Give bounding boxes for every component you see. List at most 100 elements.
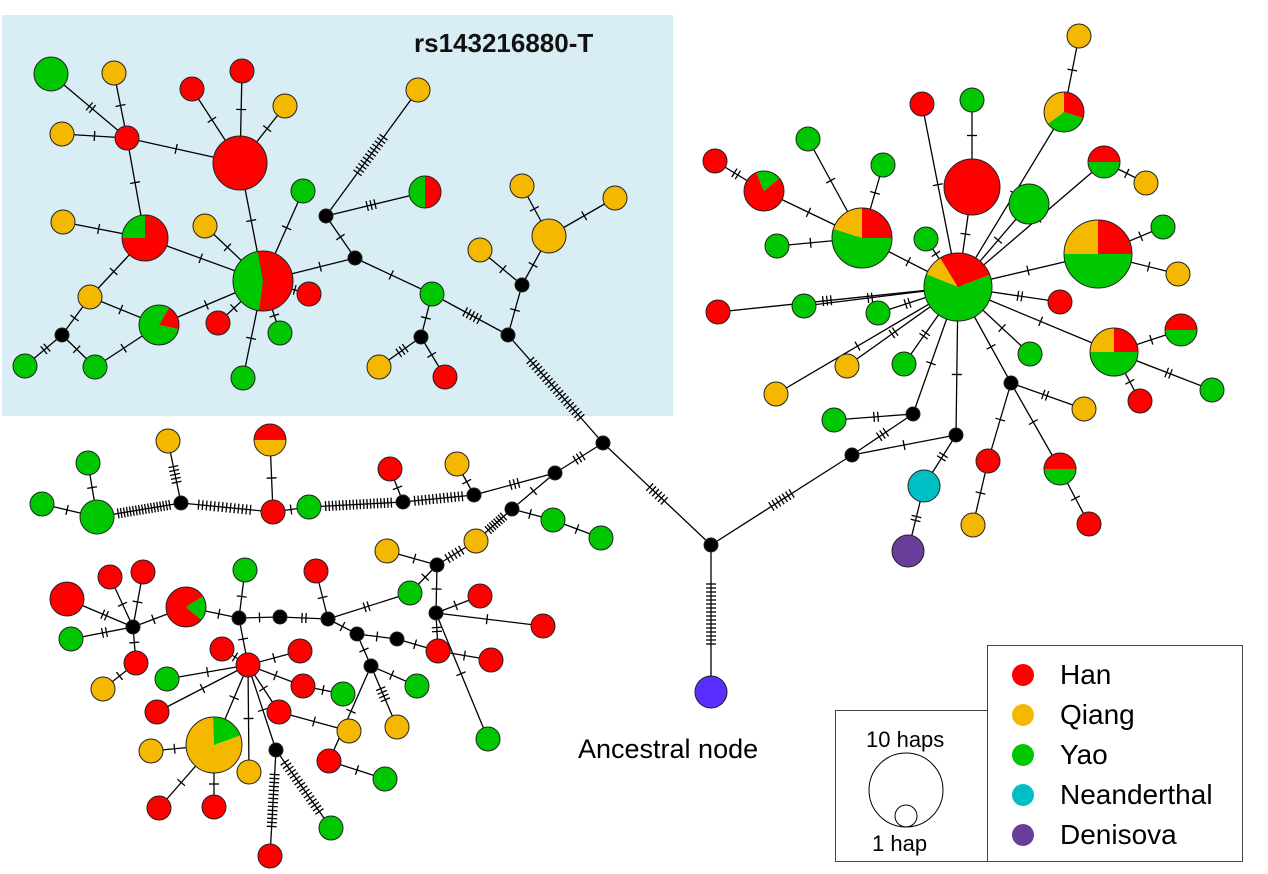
mutation-tick xyxy=(932,183,943,187)
pie-outline xyxy=(185,716,243,774)
mutation-tick xyxy=(495,516,503,525)
mutation-tick xyxy=(147,503,150,514)
pie-slice xyxy=(923,274,993,322)
haplotype-node xyxy=(75,450,101,476)
mutation-tick xyxy=(528,508,533,519)
pie-slice xyxy=(1044,453,1076,469)
mutation-tick xyxy=(201,500,204,511)
median-vector xyxy=(272,609,288,625)
highlight-title: rs143216880-T xyxy=(414,28,594,58)
haplotype-node xyxy=(303,558,329,584)
mutation-tick xyxy=(926,360,936,366)
mutation-tick xyxy=(177,778,186,787)
haplotype-pie xyxy=(1063,219,1133,289)
mutation-tick xyxy=(122,507,126,518)
mutation-tick xyxy=(223,243,232,252)
ancestral-node xyxy=(694,675,728,709)
haplotype-node xyxy=(77,284,103,310)
haplotype-node xyxy=(870,152,896,178)
pie-outline xyxy=(138,304,180,346)
haplotype-node xyxy=(1017,341,1043,367)
haplotype-node xyxy=(296,281,322,307)
mutation-tick xyxy=(413,495,416,506)
mutation-tick xyxy=(534,365,543,374)
haplotype-node xyxy=(144,699,170,725)
mutation-tick xyxy=(338,500,341,511)
pie-slice xyxy=(862,208,892,238)
mutation-tick xyxy=(529,205,540,212)
edge xyxy=(247,664,277,751)
haplotype-node xyxy=(1066,23,1092,49)
qiang-swatch xyxy=(1012,704,1034,726)
mutation-tick xyxy=(376,498,379,509)
mutation-tick xyxy=(209,500,212,511)
median-vector xyxy=(320,611,336,627)
mutation-tick xyxy=(995,417,1006,422)
haplotype-node xyxy=(316,748,342,774)
haplotype-node xyxy=(12,353,38,379)
mutation-tick xyxy=(450,492,453,503)
mutation-tick xyxy=(229,502,232,513)
mutation-tick xyxy=(213,501,216,512)
mutation-tick xyxy=(821,296,825,307)
haplotype-node xyxy=(795,126,821,152)
mutation-tick xyxy=(269,777,280,780)
mutation-tick xyxy=(872,411,876,422)
pie-slice xyxy=(1064,220,1098,254)
pie-outline xyxy=(831,207,893,269)
mutation-tick xyxy=(269,781,280,784)
pie-slice xyxy=(166,587,203,627)
mutation-tick xyxy=(269,313,280,318)
median-vector xyxy=(349,626,365,642)
haplotype-node xyxy=(318,815,344,841)
legend-item-neanderthal: Neanderthal xyxy=(1012,779,1213,810)
mutation-tick xyxy=(560,395,569,404)
mutation-tick xyxy=(412,553,417,564)
haplotype-node xyxy=(959,87,985,113)
edge xyxy=(602,442,712,546)
haplotype-node xyxy=(821,407,847,433)
mutation-tick xyxy=(93,130,96,142)
mutation-tick xyxy=(383,497,386,509)
haplotype-node xyxy=(267,320,293,346)
median-vector xyxy=(905,406,921,422)
mutation-tick xyxy=(257,707,268,713)
mutation-tick xyxy=(488,522,497,531)
mutation-tick xyxy=(282,762,292,770)
mutation-tick xyxy=(975,491,986,495)
mutation-tick xyxy=(115,103,126,108)
median-vector xyxy=(500,327,516,343)
mutation-tick xyxy=(43,343,51,352)
mutation-tick xyxy=(119,507,123,518)
haplotype-node xyxy=(531,218,567,254)
haplotype-pie xyxy=(1043,91,1085,133)
mutation-tick xyxy=(159,501,163,512)
median-vector xyxy=(363,658,379,674)
haplotype-node xyxy=(138,738,164,764)
haplotype-node xyxy=(530,613,556,639)
median-vector xyxy=(173,495,189,511)
mutation-tick xyxy=(375,631,379,642)
mutation-tick xyxy=(268,785,279,788)
mutation-tick xyxy=(353,169,362,177)
mutation-tick xyxy=(1040,389,1046,400)
mutation-tick xyxy=(197,499,200,510)
pie-slice xyxy=(1114,328,1138,352)
mutation-tick xyxy=(1026,265,1030,276)
mutation-tick xyxy=(217,501,220,512)
mutation-tick xyxy=(137,504,141,515)
mutation-tick xyxy=(579,451,586,461)
mutation-tick xyxy=(85,102,94,111)
haplotype-node xyxy=(155,428,181,454)
mutation-tick xyxy=(373,199,377,210)
mutation-tick xyxy=(303,791,313,799)
haplotype-node xyxy=(419,281,445,307)
mutation-tick xyxy=(431,626,442,629)
median-vector xyxy=(54,327,70,343)
mutation-tick xyxy=(318,261,322,272)
mutation-tick xyxy=(1123,168,1130,179)
pie-slice xyxy=(159,307,179,330)
haplotype-node xyxy=(114,125,140,151)
mutation-tick xyxy=(140,504,144,515)
